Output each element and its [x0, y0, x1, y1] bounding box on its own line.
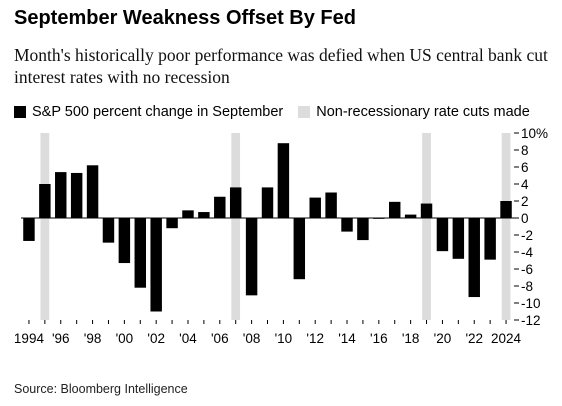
bar-2004	[182, 210, 194, 218]
bar-2007	[229, 187, 242, 218]
x-tick-label: '08	[243, 331, 261, 346]
source-note: Source: Bloomberg Intelligence	[14, 382, 188, 396]
shade-layer	[40, 133, 511, 320]
y-tick-label: -10	[521, 296, 541, 311]
chart-subtitle: Month's historically poor performance wa…	[14, 45, 548, 87]
bar-2010	[277, 143, 290, 218]
y-tick-label: 4	[521, 177, 529, 192]
x-tick-label: '06	[211, 331, 229, 346]
y-tick-label: 8	[521, 143, 529, 158]
x-tick-label: 1994	[14, 331, 45, 346]
bar-1996	[55, 172, 67, 218]
x-tick-label: '20	[434, 331, 452, 346]
bar-2024	[500, 201, 512, 218]
legend: S&P 500 percent change in September Non-…	[14, 104, 545, 120]
bar-1999	[102, 218, 115, 243]
x-tick-label: '12	[306, 331, 324, 346]
x-tick-label: '96	[52, 331, 70, 346]
bar-2022	[468, 218, 480, 298]
x-tick-label: '22	[465, 331, 483, 346]
x-tick-label: '02	[147, 331, 165, 346]
x-tick-label: '18	[402, 331, 420, 346]
y-tick-label: -8	[521, 279, 533, 294]
bar-2021	[452, 218, 465, 259]
bar-1997	[70, 172, 83, 218]
bar-1998	[86, 165, 99, 218]
bar-2011	[293, 218, 306, 280]
bar-2003	[166, 218, 178, 229]
shade-2024	[501, 133, 511, 320]
chart-title: September Weakness Offset By Fed	[14, 7, 356, 29]
bar-2020	[436, 218, 449, 252]
legend-label-shade: Non-recessionary rate cuts made	[316, 104, 530, 120]
x-tick-label: '14	[338, 331, 356, 346]
axes-layer: 10% 8 6 4 2 0 -2 -4 -6 -8 -10 -12 1994 '96 '98 '00 '02 '0…	[14, 126, 548, 346]
bar-2000	[118, 218, 131, 264]
x-tick-label: '10	[275, 331, 293, 346]
bar-2009	[261, 187, 274, 218]
bar-2006	[214, 196, 226, 218]
y-tick-label: 2	[521, 194, 529, 209]
bar-2012	[309, 197, 321, 218]
shade-2007	[231, 133, 241, 320]
y-tick-label: -4	[521, 245, 533, 260]
bar-1995	[39, 184, 51, 218]
x-tick-label: '98	[84, 331, 102, 346]
y-tick-label: 10%	[521, 126, 548, 141]
bar-2019	[420, 203, 433, 218]
bar-2023	[484, 218, 496, 260]
bar-2008	[245, 218, 258, 296]
bar-2018	[404, 214, 417, 218]
x-tick-label: '00	[116, 331, 134, 346]
y-tick-label: -2	[521, 228, 533, 243]
bar-2013	[325, 192, 337, 218]
bar-layer	[23, 143, 512, 312]
x-tick-label: '16	[370, 331, 388, 346]
bar-2001	[134, 218, 146, 288]
x-tick-label: 2024	[491, 331, 522, 346]
y-tick-label: 0	[521, 211, 529, 226]
legend-item-series: S&P 500 percent change in September	[14, 104, 283, 120]
legend-swatch-series	[14, 106, 26, 118]
bar-2005	[198, 212, 210, 218]
bar-2015	[357, 218, 369, 241]
bar-1994	[23, 218, 35, 241]
legend-item-shade: Non-recessionary rate cuts made	[298, 104, 530, 120]
shade-1995	[40, 133, 50, 320]
y-tick-label: -6	[521, 262, 533, 277]
legend-swatch-shade	[298, 106, 311, 118]
x-tick-label: '04	[179, 331, 197, 346]
bar-2014	[341, 218, 353, 232]
shade-2019	[422, 133, 431, 320]
bar-2002	[150, 218, 162, 312]
y-tick-label: 6	[521, 160, 529, 175]
legend-label-series: S&P 500 percent change in September	[32, 104, 284, 120]
bar-2017	[389, 201, 401, 218]
y-tick-label: -12	[521, 313, 541, 328]
